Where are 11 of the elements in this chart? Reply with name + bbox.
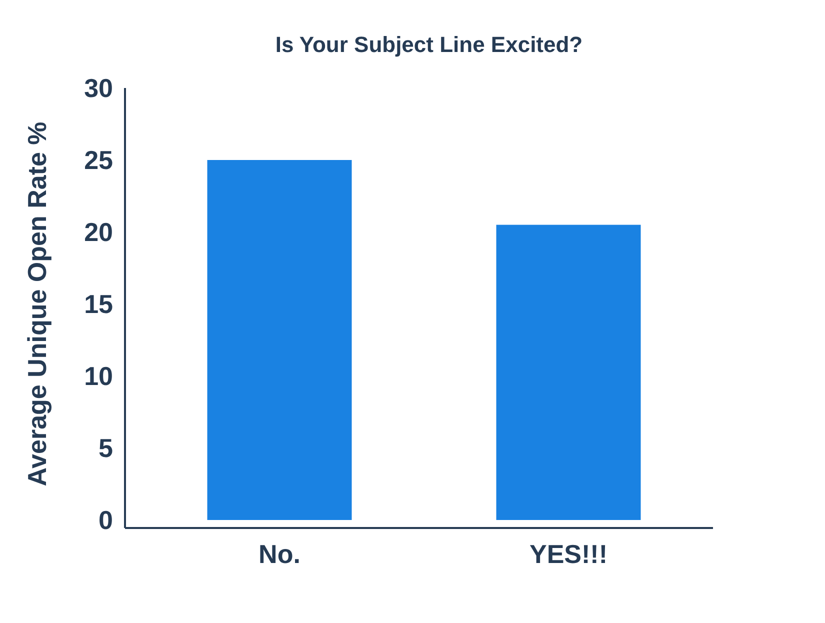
y-tick-label: 0 (98, 505, 113, 536)
y-tick-label: 25 (84, 145, 113, 176)
y-tick-label: 30 (84, 73, 113, 104)
y-tick-label: 5 (98, 433, 113, 464)
x-tick-label: No. (258, 539, 300, 569)
y-tick-label: 20 (84, 217, 113, 248)
chart-title: Is Your Subject Line Excited? (275, 32, 583, 57)
y-axis-title: Average Unique Open Rate % (22, 122, 52, 486)
y-tick-label: 10 (84, 361, 113, 392)
x-tick-label: YES!!! (530, 539, 608, 569)
y-tick-label: 15 (84, 289, 113, 320)
